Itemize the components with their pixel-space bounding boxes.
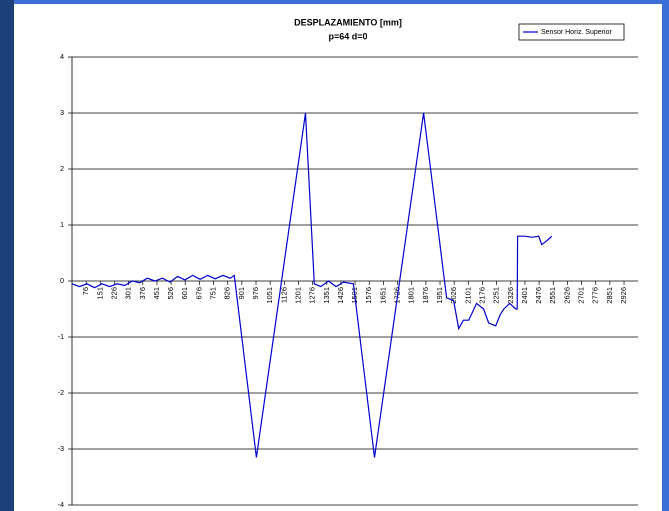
y-tick-label: 4	[60, 54, 64, 61]
x-tick-label: 2851	[605, 287, 614, 304]
x-tick-label: 1201	[293, 287, 302, 304]
side-strip	[0, 0, 14, 511]
x-tick-label: 2476	[534, 287, 543, 304]
x-tick-label: 2251	[492, 287, 501, 304]
y-tick-label: -3	[58, 446, 64, 453]
x-tick-label: 1576	[364, 287, 373, 304]
y-tick-label: -1	[58, 334, 64, 341]
legend-label: Sensor Horiz. Superior	[541, 29, 612, 36]
x-tick-label: 1951	[435, 287, 444, 304]
x-tick-label: 2701	[577, 287, 586, 304]
x-tick-label: 1051	[265, 287, 274, 304]
x-tick-label: 1126	[279, 287, 288, 303]
legend-box	[518, 23, 625, 41]
x-tick-label: 976	[251, 287, 260, 300]
x-tick-label: 2101	[463, 287, 472, 304]
chart-area	[14, 4, 662, 511]
x-tick-label: 2776	[591, 287, 600, 304]
y-tick-label: 0	[60, 278, 64, 285]
x-tick-label: 2026	[449, 287, 458, 304]
x-tick-label: 301	[124, 287, 133, 300]
x-tick-label: 526	[166, 287, 175, 300]
x-tick-label: 376	[138, 287, 147, 300]
x-tick-label: 451	[152, 287, 161, 300]
y-tick-label: 3	[60, 110, 64, 117]
y-tick-label: 2	[60, 166, 64, 173]
x-tick-label: 226	[109, 287, 118, 300]
y-tick-label: -2	[58, 390, 64, 397]
x-tick-label: 901	[237, 287, 246, 300]
x-tick-label: 2626	[562, 287, 571, 304]
x-tick-label: 2926	[619, 287, 628, 304]
x-tick-label: 601	[180, 287, 189, 300]
x-tick-label: 151	[95, 287, 104, 300]
x-tick-label: 76	[81, 287, 90, 295]
x-tick-label: 1276	[308, 287, 317, 304]
x-tick-label: 1651	[378, 287, 387, 304]
x-tick-label: 2326	[506, 287, 515, 304]
x-tick-label: 2401	[520, 287, 529, 304]
y-tick-label: 1	[60, 222, 64, 229]
x-tick-label: 676	[194, 287, 203, 300]
x-tick-label: 751	[209, 287, 218, 300]
x-tick-label: 1801	[407, 287, 416, 304]
chart-subtitle: p=64 d=0	[328, 31, 367, 41]
y-tick-label: -4	[58, 502, 64, 509]
x-tick-label: 1351	[322, 287, 331, 304]
x-tick-label: 1426	[336, 287, 345, 304]
x-tick-label: 2551	[548, 287, 557, 304]
x-tick-label: 2176	[477, 287, 486, 304]
chart-title: DESPLAZAMIENTO [mm]	[294, 17, 402, 27]
data-line	[71, 112, 553, 458]
x-tick-label: 1876	[421, 287, 430, 304]
x-tick-label: 826	[223, 287, 232, 300]
